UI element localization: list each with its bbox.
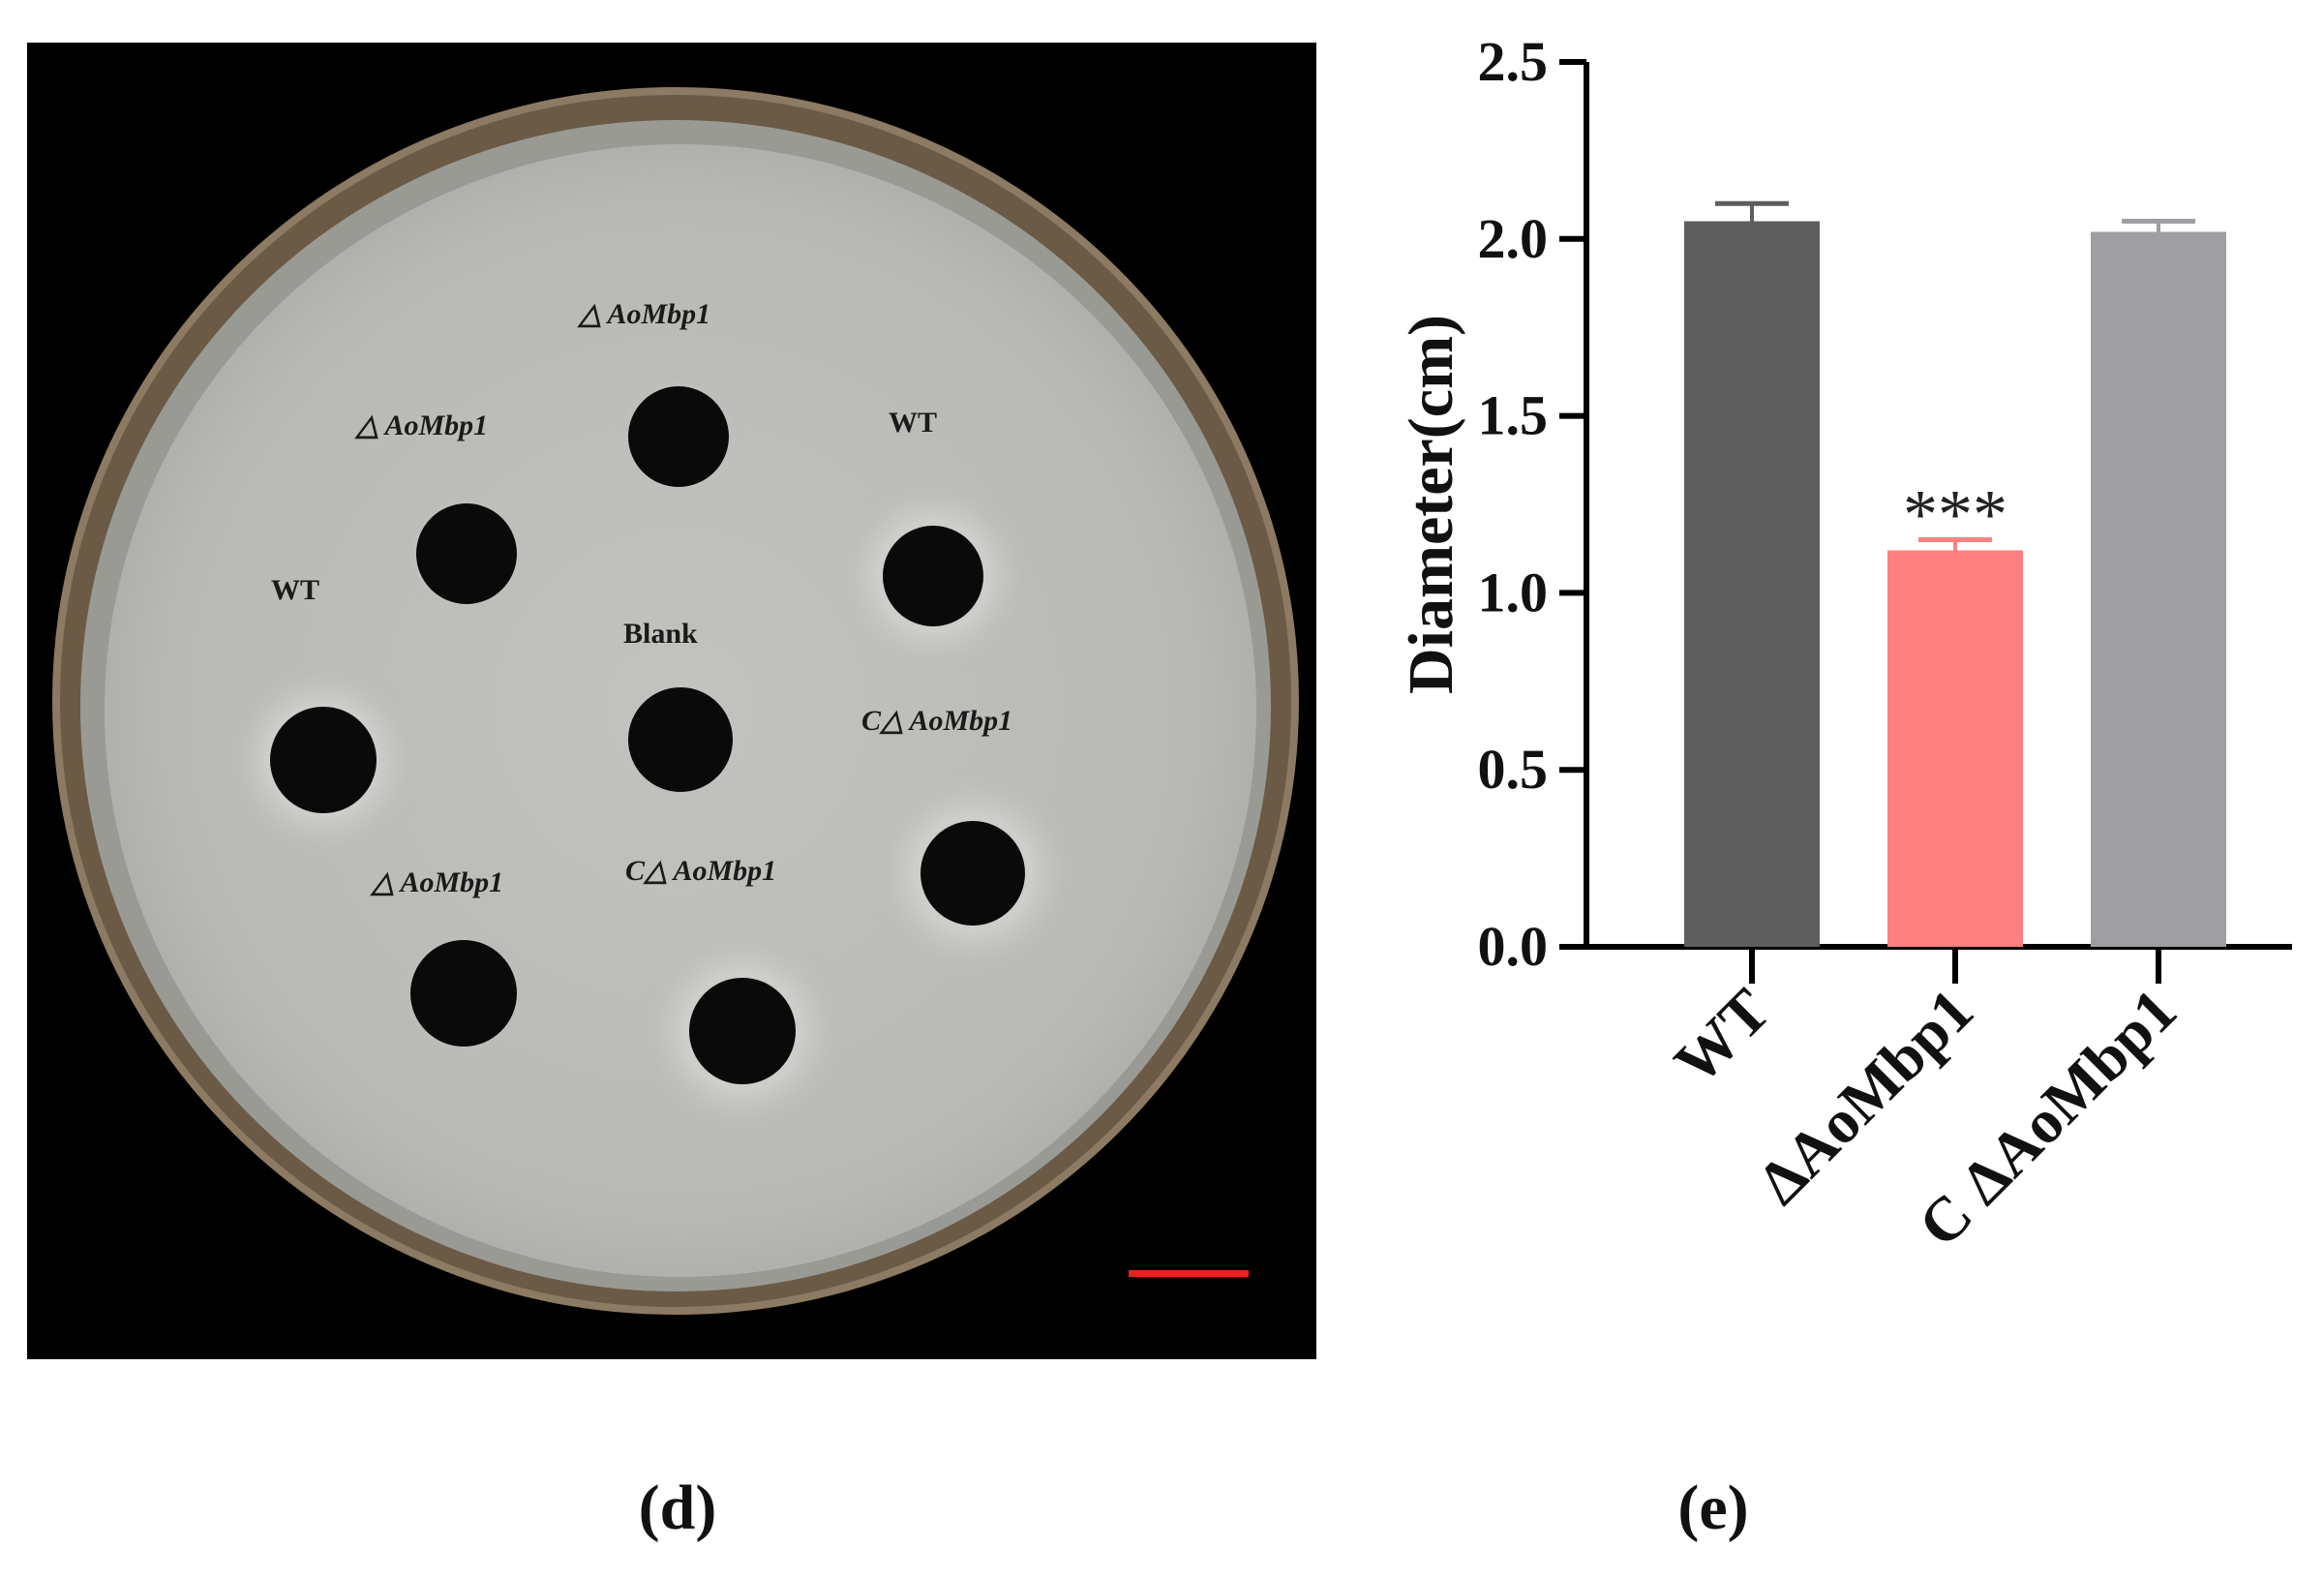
petri-dish-photo: △ AoMbp1 △ AoMbp1 WT WT Blank C△ AoMbp1 … xyxy=(27,43,1316,1359)
x-tick-label-0: WT xyxy=(1661,976,1783,1098)
well-c-lower xyxy=(689,978,796,1084)
well-ko-top xyxy=(628,386,729,487)
dish-label-top: △ AoMbp1 xyxy=(577,298,710,330)
dish-label-lower-left: △ AoMbp1 xyxy=(370,866,503,898)
y-axis-label: Diameter(cm) xyxy=(1396,315,1466,694)
dish-label-upper-right: WT xyxy=(889,407,937,439)
dish-label-upper-left: △ AoMbp1 xyxy=(354,410,488,441)
y-tick-label-4: 2.0 xyxy=(1478,207,1549,270)
y-tick-label-3: 1.5 xyxy=(1478,384,1549,447)
dish-label-right: C△ AoMbp1 xyxy=(861,705,1012,737)
y-tick-label-2: 1.0 xyxy=(1478,561,1549,623)
significance-label-1: *** xyxy=(1903,476,2007,554)
well-wt-left xyxy=(270,707,377,813)
dish-label-lower-center: C△ AoMbp1 xyxy=(625,855,776,887)
bar-1 xyxy=(1887,550,2023,947)
panel-label-d: (d) xyxy=(638,1473,717,1543)
bar-2 xyxy=(2091,231,2226,947)
dish-label-left: WT xyxy=(271,574,319,606)
well-c-right xyxy=(921,821,1025,926)
well-ko-upper xyxy=(416,503,517,604)
well-blank xyxy=(628,687,733,792)
well-wt-right xyxy=(883,526,983,626)
panel-label-e: (e) xyxy=(1677,1473,1749,1543)
y-tick-label-0: 0.0 xyxy=(1478,915,1549,978)
bar-0 xyxy=(1684,221,1820,947)
well-ko-lower xyxy=(410,940,517,1047)
y-tick-label-1: 0.5 xyxy=(1478,738,1549,801)
y-tick-label-5: 2.5 xyxy=(1478,30,1549,93)
scale-bar xyxy=(1129,1270,1249,1277)
dish-label-center: Blank xyxy=(623,618,698,650)
